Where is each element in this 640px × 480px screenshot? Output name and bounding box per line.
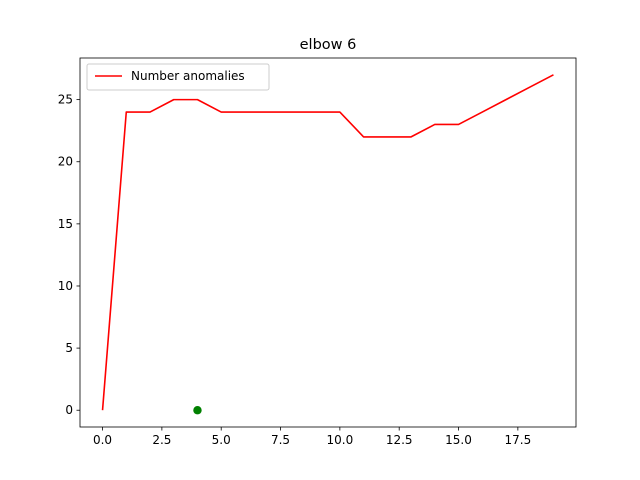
y-tick-label: 5 [65, 341, 73, 355]
series-layer [101, 74, 554, 415]
x-tick-label: 17.5 [504, 433, 531, 447]
plot-frame [79, 57, 577, 428]
y-tick-label: 15 [58, 217, 73, 231]
x-axis: 0.0 2.5 5.0 7.5 10.0 12.5 15.0 17.5 [93, 427, 531, 447]
chart-title: elbow 6 [300, 37, 357, 53]
x-tick-label: 12.5 [386, 433, 413, 447]
y-tick-label: 25 [58, 93, 73, 107]
y-tick-label: 10 [58, 279, 73, 293]
plot-area [80, 58, 576, 427]
x-tick-label: 0.0 [93, 433, 112, 447]
legend-label: Number anomalies [131, 69, 245, 83]
scatter-point [193, 406, 202, 415]
x-tick-label: 2.5 [152, 433, 171, 447]
legend-box [86, 63, 270, 91]
legend: Number anomalies [86, 63, 270, 91]
x-tick-label: 5.0 [212, 433, 231, 447]
y-tick-label: 20 [58, 155, 73, 169]
series-line [101, 74, 554, 411]
x-tick-label: 10.0 [327, 433, 354, 447]
y-tick-label: 0 [65, 403, 73, 417]
x-tick-label: 7.5 [271, 433, 290, 447]
x-tick-label: 15.0 [445, 433, 472, 447]
y-axis: 0 5 10 15 20 25 [58, 93, 80, 417]
